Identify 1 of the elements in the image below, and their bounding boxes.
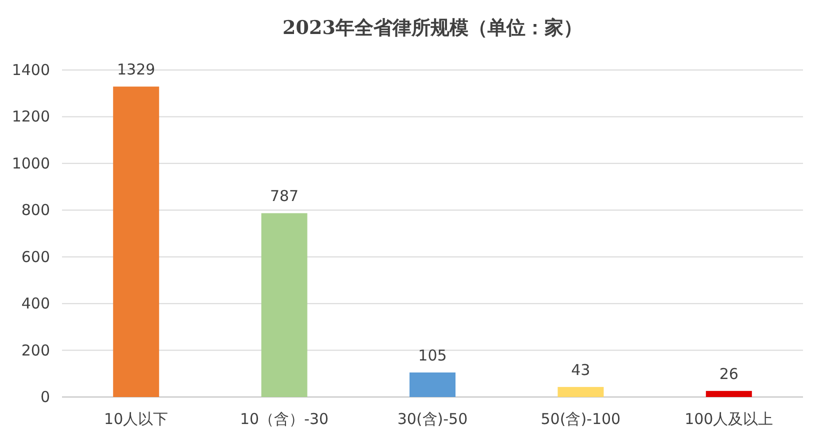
title: 2023年全省律所规模（单位：家） xyxy=(282,17,582,39)
